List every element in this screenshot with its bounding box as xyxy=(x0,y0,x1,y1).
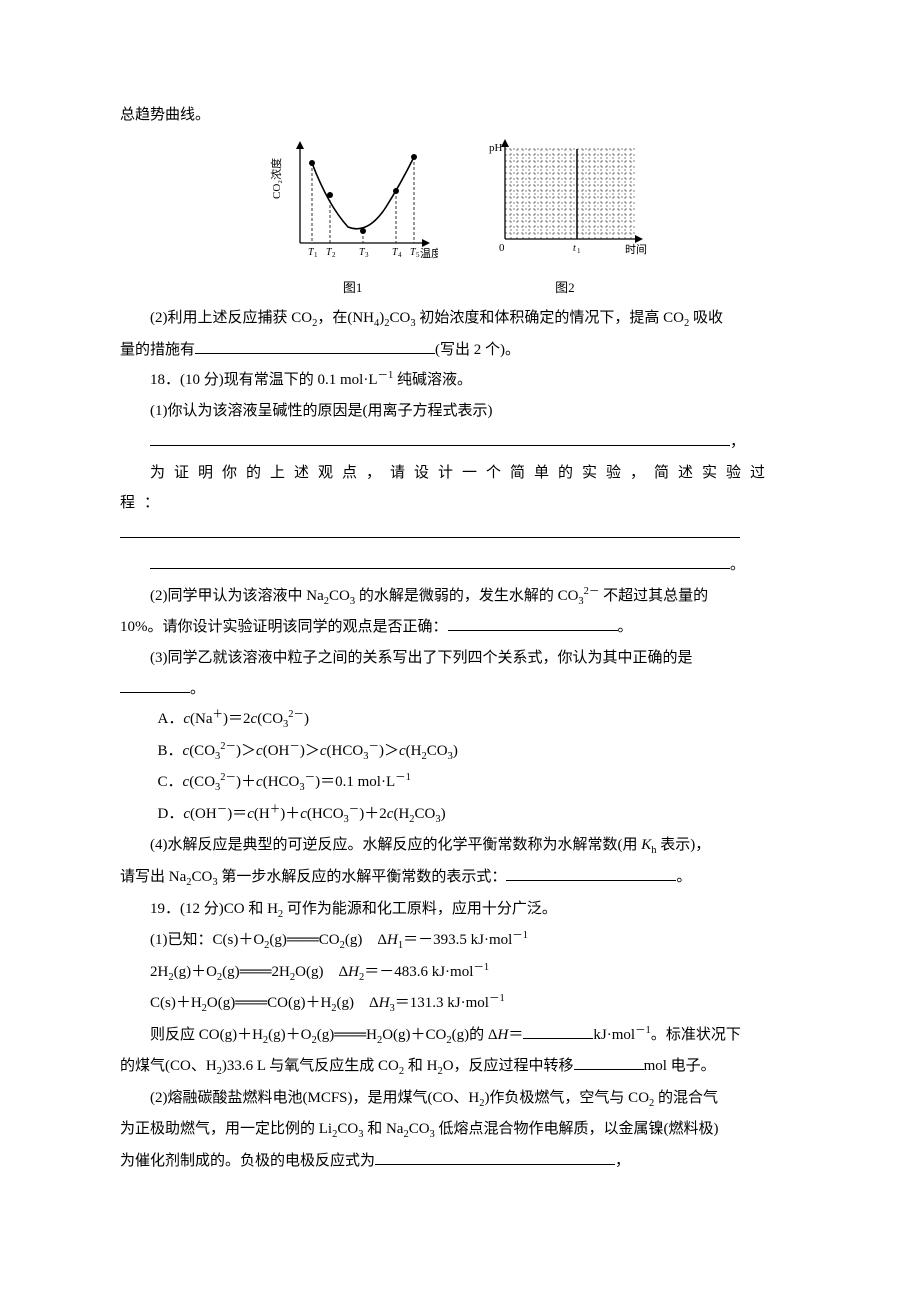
fig1-caption: 图1 xyxy=(268,275,438,302)
svg-text:3: 3 xyxy=(365,251,369,259)
q18-2b-text: 10%。请你设计实验证明该同学的观点是否正确： xyxy=(120,619,448,635)
figure-row: CO₂浓度 T1 T2 T3 T4 T5 xyxy=(120,135,800,301)
q18-4b: 请写出 Na2CO3 第一步水解反应的水解平衡常数的表示式：。 xyxy=(120,862,800,894)
blank-dh xyxy=(523,1021,593,1039)
q18-1b-blank2: 。 xyxy=(120,550,800,581)
q18-1b-blank1 xyxy=(120,519,800,550)
p2c-text: (写出 2 个)。 xyxy=(435,342,520,358)
chart-line-icon: CO₂浓度 T1 T2 T3 T4 T5 xyxy=(268,135,438,265)
q18-2c-text: 。 xyxy=(618,619,633,635)
intro-line: 总趋势曲线。 xyxy=(120,100,800,131)
q18-2a: (2)同学甲认为该溶液中 Na2CO3 的水解是微弱的，发生水解的 CO32－ … xyxy=(120,581,800,613)
fig2-origin: 0 xyxy=(499,242,505,254)
q19-1: (1)已知：C(s)＋O2(g)═══CO2(g) ΔH1＝－393.5 kJ·… xyxy=(120,925,800,957)
q18-1: (1)你认为该溶液呈碱性的原因是(用离子方程式表示) xyxy=(120,396,800,427)
fig1-xlabel: 温度 xyxy=(420,246,438,260)
p2b-text: 量的措施有 xyxy=(120,342,195,358)
q18-3b: 。 xyxy=(120,674,800,705)
q18-1-blank: ， xyxy=(120,427,800,458)
chart-grid-icon: pH 0 t1 时间 xyxy=(477,135,652,265)
q18-1b-text: 为证明你的上述观点，请设计一个简单的实验，简述实验过程： xyxy=(120,465,774,512)
q19-2c: 为催化剂制成的。负极的电极反应式为 ， xyxy=(120,1146,800,1177)
blank-mol xyxy=(574,1053,644,1071)
q19-1e: 的煤气(CO、H2)33.6 L 与氧气反应生成 CO2 和 H2O，反应过程中… xyxy=(120,1051,800,1083)
p2-line2: 量的措施有 (写出 2 个)。 xyxy=(120,335,800,366)
fig2-xlabel: 时间 xyxy=(625,243,647,256)
q19-1b: 2H2(g)＋O2(g)═══2H2O(g) ΔH2＝－483.6 kJ·mol… xyxy=(120,957,800,989)
svg-text:4: 4 xyxy=(398,251,402,259)
svg-text:1: 1 xyxy=(577,247,581,255)
blank-design xyxy=(448,614,618,632)
q18-4c-text: 。 xyxy=(676,869,691,885)
q18-2b: 10%。请你设计实验证明该同学的观点是否正确： 。 xyxy=(120,612,800,643)
option-c: C．c(CO32－)＋c(HCO3－)＝0.1 mol·L－1 xyxy=(120,767,800,799)
option-a: A．c(Na＋)＝2c(CO32－) xyxy=(120,704,800,736)
svg-text:2: 2 xyxy=(332,251,336,259)
blank-kh xyxy=(506,864,676,882)
q19-2b: 为正极助燃气，用一定比例的 Li2CO3 和 Na2CO3 低熔点混合物作电解质… xyxy=(120,1114,800,1146)
q19-2c-text: 为催化剂制成的。负极的电极反应式为 xyxy=(120,1153,375,1169)
svg-text:t: t xyxy=(573,243,576,254)
figure-2: pH 0 t1 时间 图2 xyxy=(477,135,652,301)
option-d: D．c(OH－)＝c(H＋)＋c(HCO3－)＋2c(H2CO3) xyxy=(120,799,800,831)
blank-electrode xyxy=(375,1147,615,1165)
document-page: 总趋势曲线。 CO₂浓度 xyxy=(0,0,920,1302)
blank-proc2 xyxy=(150,551,730,569)
q18-3a: (3)同学乙就该溶液中粒子之间的关系写出了下列四个关系式，你认为其中正确的是 xyxy=(120,643,800,674)
fig2-caption: 图2 xyxy=(477,275,652,302)
q19-2d-text: ， xyxy=(615,1153,630,1169)
period1: 。 xyxy=(730,557,745,573)
option-b: B．c(CO32－)＞c(OH－)＞c(HCO3－)＞c(H2CO3) xyxy=(120,736,800,768)
svg-text:1: 1 xyxy=(314,251,318,259)
blank-proc1 xyxy=(120,521,740,539)
q18-1b: 为证明你的上述观点，请设计一个简单的实验，简述实验过程： xyxy=(120,458,800,520)
q19-1d: 则反应 CO(g)＋H2(g)＋O2(g)═══H2O(g)＋CO2(g)的 Δ… xyxy=(120,1020,800,1052)
svg-text:CO₂浓度: CO₂浓度 xyxy=(269,158,283,199)
blank-choice xyxy=(120,675,190,693)
blank-eqn xyxy=(150,428,730,446)
figure-1: CO₂浓度 T1 T2 T3 T4 T5 xyxy=(268,135,438,301)
q19-head: 19．(12 分)CO 和 H2 可作为能源和化工原料，应用十分广泛。 xyxy=(120,894,800,926)
q18-4a: (4)水解反应是典型的可逆反应。水解反应的化学平衡常数称为水解常数(用 Kh 表… xyxy=(120,830,800,862)
blank-measures xyxy=(195,336,435,354)
p2a-text: (2)利用上述反应捕获 CO2，在(NH4)2CO3 初始浓度和体积确定的情况下… xyxy=(150,310,723,326)
comma1: ， xyxy=(730,434,745,450)
q19-1c: C(s)＋H2O(g)═══CO(g)＋H2(g) ΔH3＝131.3 kJ·m… xyxy=(120,988,800,1020)
p2-line1: (2)利用上述反应捕获 CO2，在(NH4)2CO3 初始浓度和体积确定的情况下… xyxy=(120,303,800,335)
fig2-ylabel: pH xyxy=(489,142,503,154)
q19-2a: (2)熔融碳酸盐燃料电池(MCFS)，是用煤气(CO、H2)作负极燃气，空气与 … xyxy=(120,1083,800,1115)
q18-head: 18．(10 分)现有常温下的 0.1 mol·L－1 纯碱溶液。 xyxy=(120,365,800,396)
q18-3b-text: 。 xyxy=(190,681,205,697)
